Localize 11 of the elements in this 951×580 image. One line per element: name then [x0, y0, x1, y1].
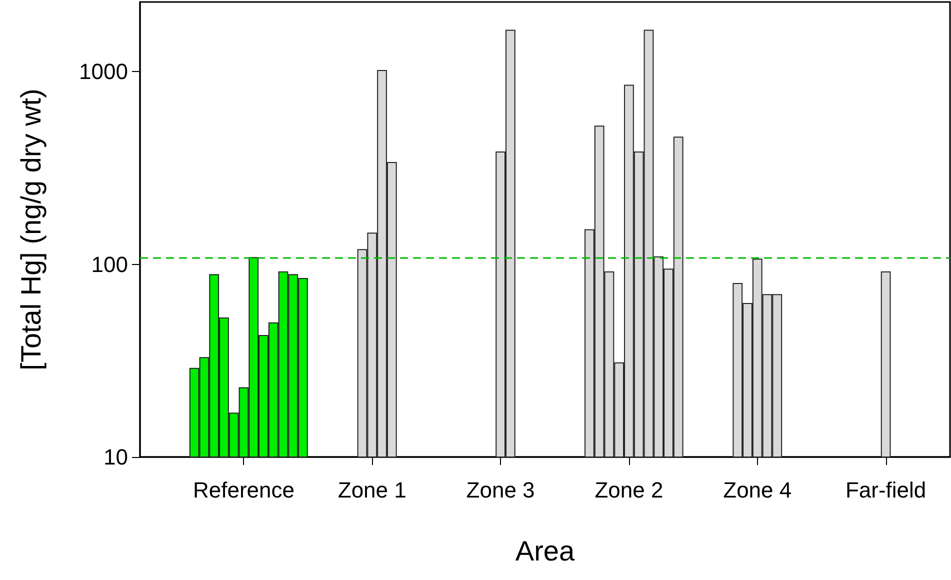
x-tick-label: Reference	[192, 478, 294, 502]
y-axis-title: [Total Hg] (ng/g dry wt)	[16, 88, 46, 370]
x-tick-label: Zone 4	[723, 478, 792, 502]
x-tick-label: Zone 2	[594, 478, 664, 502]
x-tick-label: Zone 3	[466, 478, 535, 502]
y-tick-label: 10	[104, 444, 128, 470]
x-tick-label: Far-field	[845, 478, 926, 502]
x-axis-title: Area	[515, 536, 575, 566]
y-tick-label: 1000	[79, 59, 128, 84]
x-tick-label: Zone 1	[338, 478, 406, 502]
y-tick-label: 100	[91, 252, 128, 277]
